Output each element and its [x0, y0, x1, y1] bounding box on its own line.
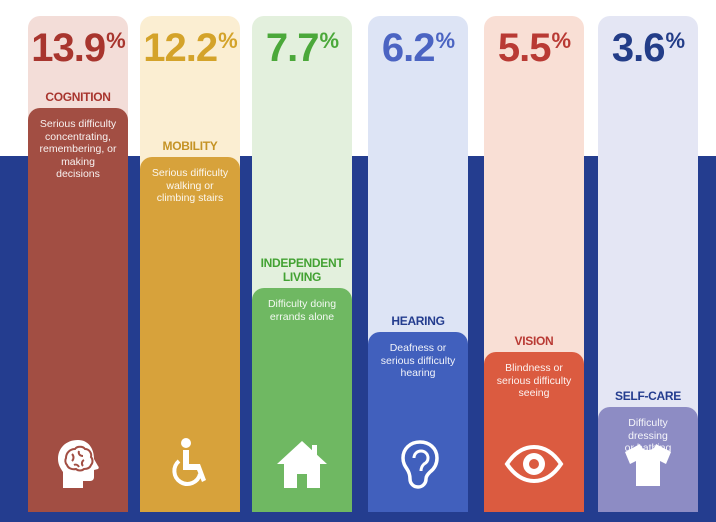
- description-line: errands alone: [269, 310, 335, 323]
- value-label: 7.7%: [252, 26, 352, 71]
- value-number: 7.7: [265, 26, 320, 70]
- bar: [368, 332, 468, 512]
- bar: [484, 352, 584, 512]
- category-label: VISION: [514, 334, 554, 348]
- category-label: MOBILITY: [162, 139, 218, 153]
- description-line: making: [61, 155, 95, 168]
- value-number: 13.9: [31, 26, 106, 70]
- description-line: Difficulty doing: [267, 298, 337, 310]
- description-line: seeing: [518, 387, 550, 399]
- category-label: INDEPENDENT LIVING: [260, 256, 344, 284]
- value-unit: %: [106, 28, 126, 53]
- category-label: HEARING: [391, 314, 445, 328]
- shirt-icon: [598, 436, 698, 496]
- chart-column-independent-living: 7.7% INDEPENDENT LIVING Difficulty doing er…: [252, 16, 352, 512]
- value-number: 12.2: [143, 26, 218, 70]
- eye-icon: [484, 436, 584, 496]
- chart-column-mobility: 12.2% MOBILITY Serious difficulty walking o…: [140, 16, 240, 512]
- description-line: remembering, or: [39, 143, 117, 155]
- category-label: SELF-CARE: [615, 389, 681, 403]
- value-number: 6.2: [381, 26, 436, 70]
- chart-column-self-care: 3.6% SELF-CARE Difficulty dressing or bathin…: [598, 16, 698, 512]
- description-line: climbing stairs: [156, 192, 224, 204]
- description-line: dressing: [628, 429, 668, 442]
- ear-icon: [368, 436, 468, 496]
- value-label: 6.2%: [368, 26, 468, 71]
- value-number: 3.6: [611, 26, 666, 70]
- description-line: Serious difficulty: [39, 118, 117, 130]
- chart-column-vision: 5.5% VISION Blindness or serious difficulty…: [484, 16, 584, 512]
- description-line: decisions: [56, 168, 100, 180]
- brain-head-icon: [28, 436, 128, 496]
- description-line: Difficulty: [628, 417, 668, 429]
- chart-column-cognition: 13.9% COGNITION Serious difficulty concentr…: [28, 16, 128, 512]
- category-description: Serious difficulty walking or climbing sta…: [146, 167, 234, 205]
- value-unit: %: [551, 28, 572, 53]
- value-unit: %: [218, 28, 238, 53]
- value-unit: %: [665, 28, 686, 53]
- value-label: 12.2%: [140, 26, 240, 71]
- bar: [140, 157, 240, 512]
- category-description: Deafness or serious difficulty hearing: [374, 342, 462, 380]
- description-line: Blindness or: [505, 362, 563, 374]
- value-label: 3.6%: [598, 26, 698, 71]
- value-label: 5.5%: [484, 26, 584, 71]
- description-line: Serious difficulty: [151, 167, 229, 179]
- description-line: Deafness or: [389, 342, 447, 354]
- description-line: concentrating,: [45, 130, 111, 143]
- category-label: COGNITION: [45, 90, 111, 104]
- value-unit: %: [319, 28, 340, 53]
- house-icon: [252, 436, 352, 496]
- value-number: 5.5: [497, 26, 552, 70]
- value-unit: %: [435, 28, 456, 53]
- description-line: serious difficulty: [496, 374, 572, 387]
- category-description: Difficulty doing errands alone: [258, 298, 346, 323]
- value-label: 13.9%: [28, 26, 128, 71]
- description-line: serious difficulty: [380, 354, 456, 367]
- chart-column-hearing: 6.2% HEARING Deafness or serious difficulty…: [368, 16, 468, 512]
- bar: [252, 288, 352, 512]
- description-line: hearing: [400, 367, 436, 379]
- category-description: Serious difficulty concentrating, remember…: [34, 118, 122, 181]
- description-line: walking or: [166, 179, 214, 192]
- wheelchair-icon: [140, 436, 240, 496]
- category-description: Blindness or serious difficulty seeing: [490, 362, 578, 400]
